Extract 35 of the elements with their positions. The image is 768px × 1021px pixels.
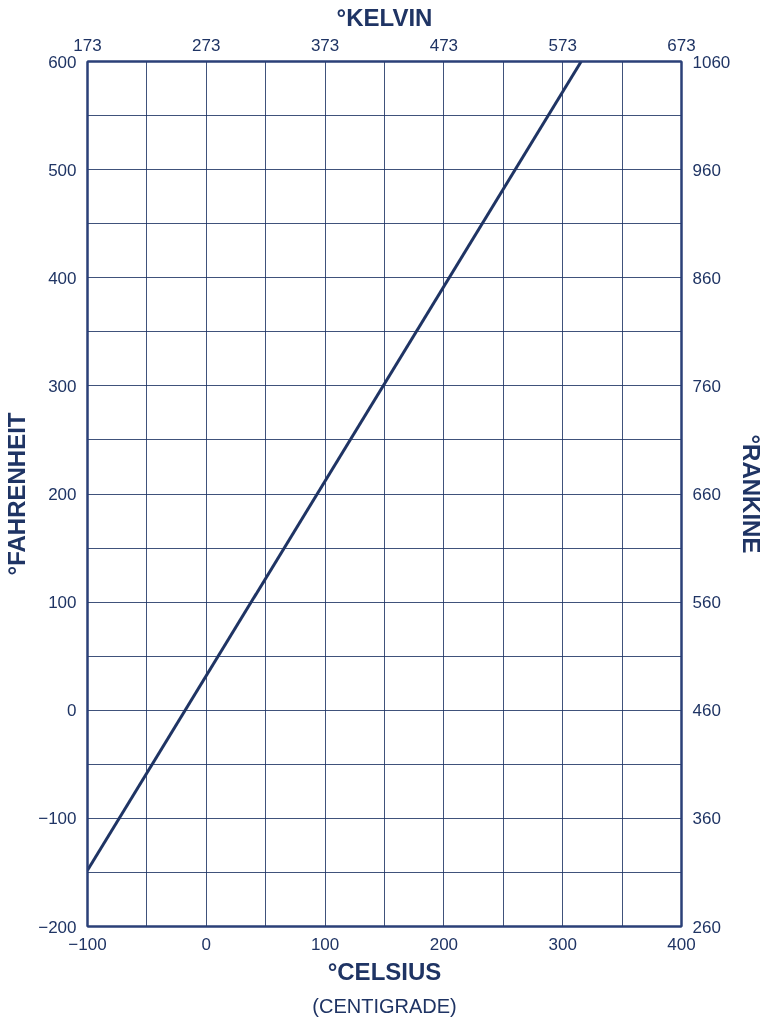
y2-tick-label: 960 xyxy=(692,160,721,180)
x-tick-label: −100 xyxy=(68,934,107,954)
y2-tick-label: 560 xyxy=(692,593,721,613)
y2-tick-label: 360 xyxy=(692,809,721,829)
x2-tick-label: 573 xyxy=(548,35,577,55)
y-axis-title: °FAHRENHEIT xyxy=(3,412,31,576)
x2-tick-label: 273 xyxy=(192,35,221,55)
y-tick-label: 400 xyxy=(48,268,77,288)
y-tick-label: 100 xyxy=(48,593,77,613)
y-tick-label: 300 xyxy=(48,376,77,396)
y-tick-label: 200 xyxy=(48,485,77,504)
x-tick-label: 300 xyxy=(548,934,577,954)
y2-tick-label: 860 xyxy=(692,268,721,288)
y2-tick-label: 660 xyxy=(692,485,721,504)
x-tick-label: 0 xyxy=(201,934,212,954)
y2-axis-title: °RANKINE xyxy=(738,434,766,554)
y-tick-label: −100 xyxy=(38,809,77,829)
y2-tick-label: 260 xyxy=(692,917,721,937)
y-tick-label: 500 xyxy=(48,160,77,180)
y-tick-label: −200 xyxy=(38,917,77,937)
x2-tick-label: 373 xyxy=(310,35,340,55)
x-tick-label: 200 xyxy=(429,934,459,954)
x2-tick-label: 173 xyxy=(73,35,102,55)
x-tick-label: 100 xyxy=(310,934,340,954)
y2-tick-label: 1060 xyxy=(692,52,731,72)
x2-tick-label: 673 xyxy=(667,35,696,55)
x-axis-title: °CELSIUS xyxy=(327,957,442,985)
y2-tick-label: 460 xyxy=(692,701,721,721)
y-tick-label: 0 xyxy=(67,701,77,721)
x-tick-label: 400 xyxy=(667,934,696,954)
text: (CENTIGRADE) xyxy=(312,994,457,1017)
x2-tick-label: 473 xyxy=(429,35,459,55)
y-tick-label: 600 xyxy=(48,52,77,72)
x2-axis-title: °KELVIN xyxy=(336,3,433,31)
y2-tick-label: 760 xyxy=(692,376,721,396)
